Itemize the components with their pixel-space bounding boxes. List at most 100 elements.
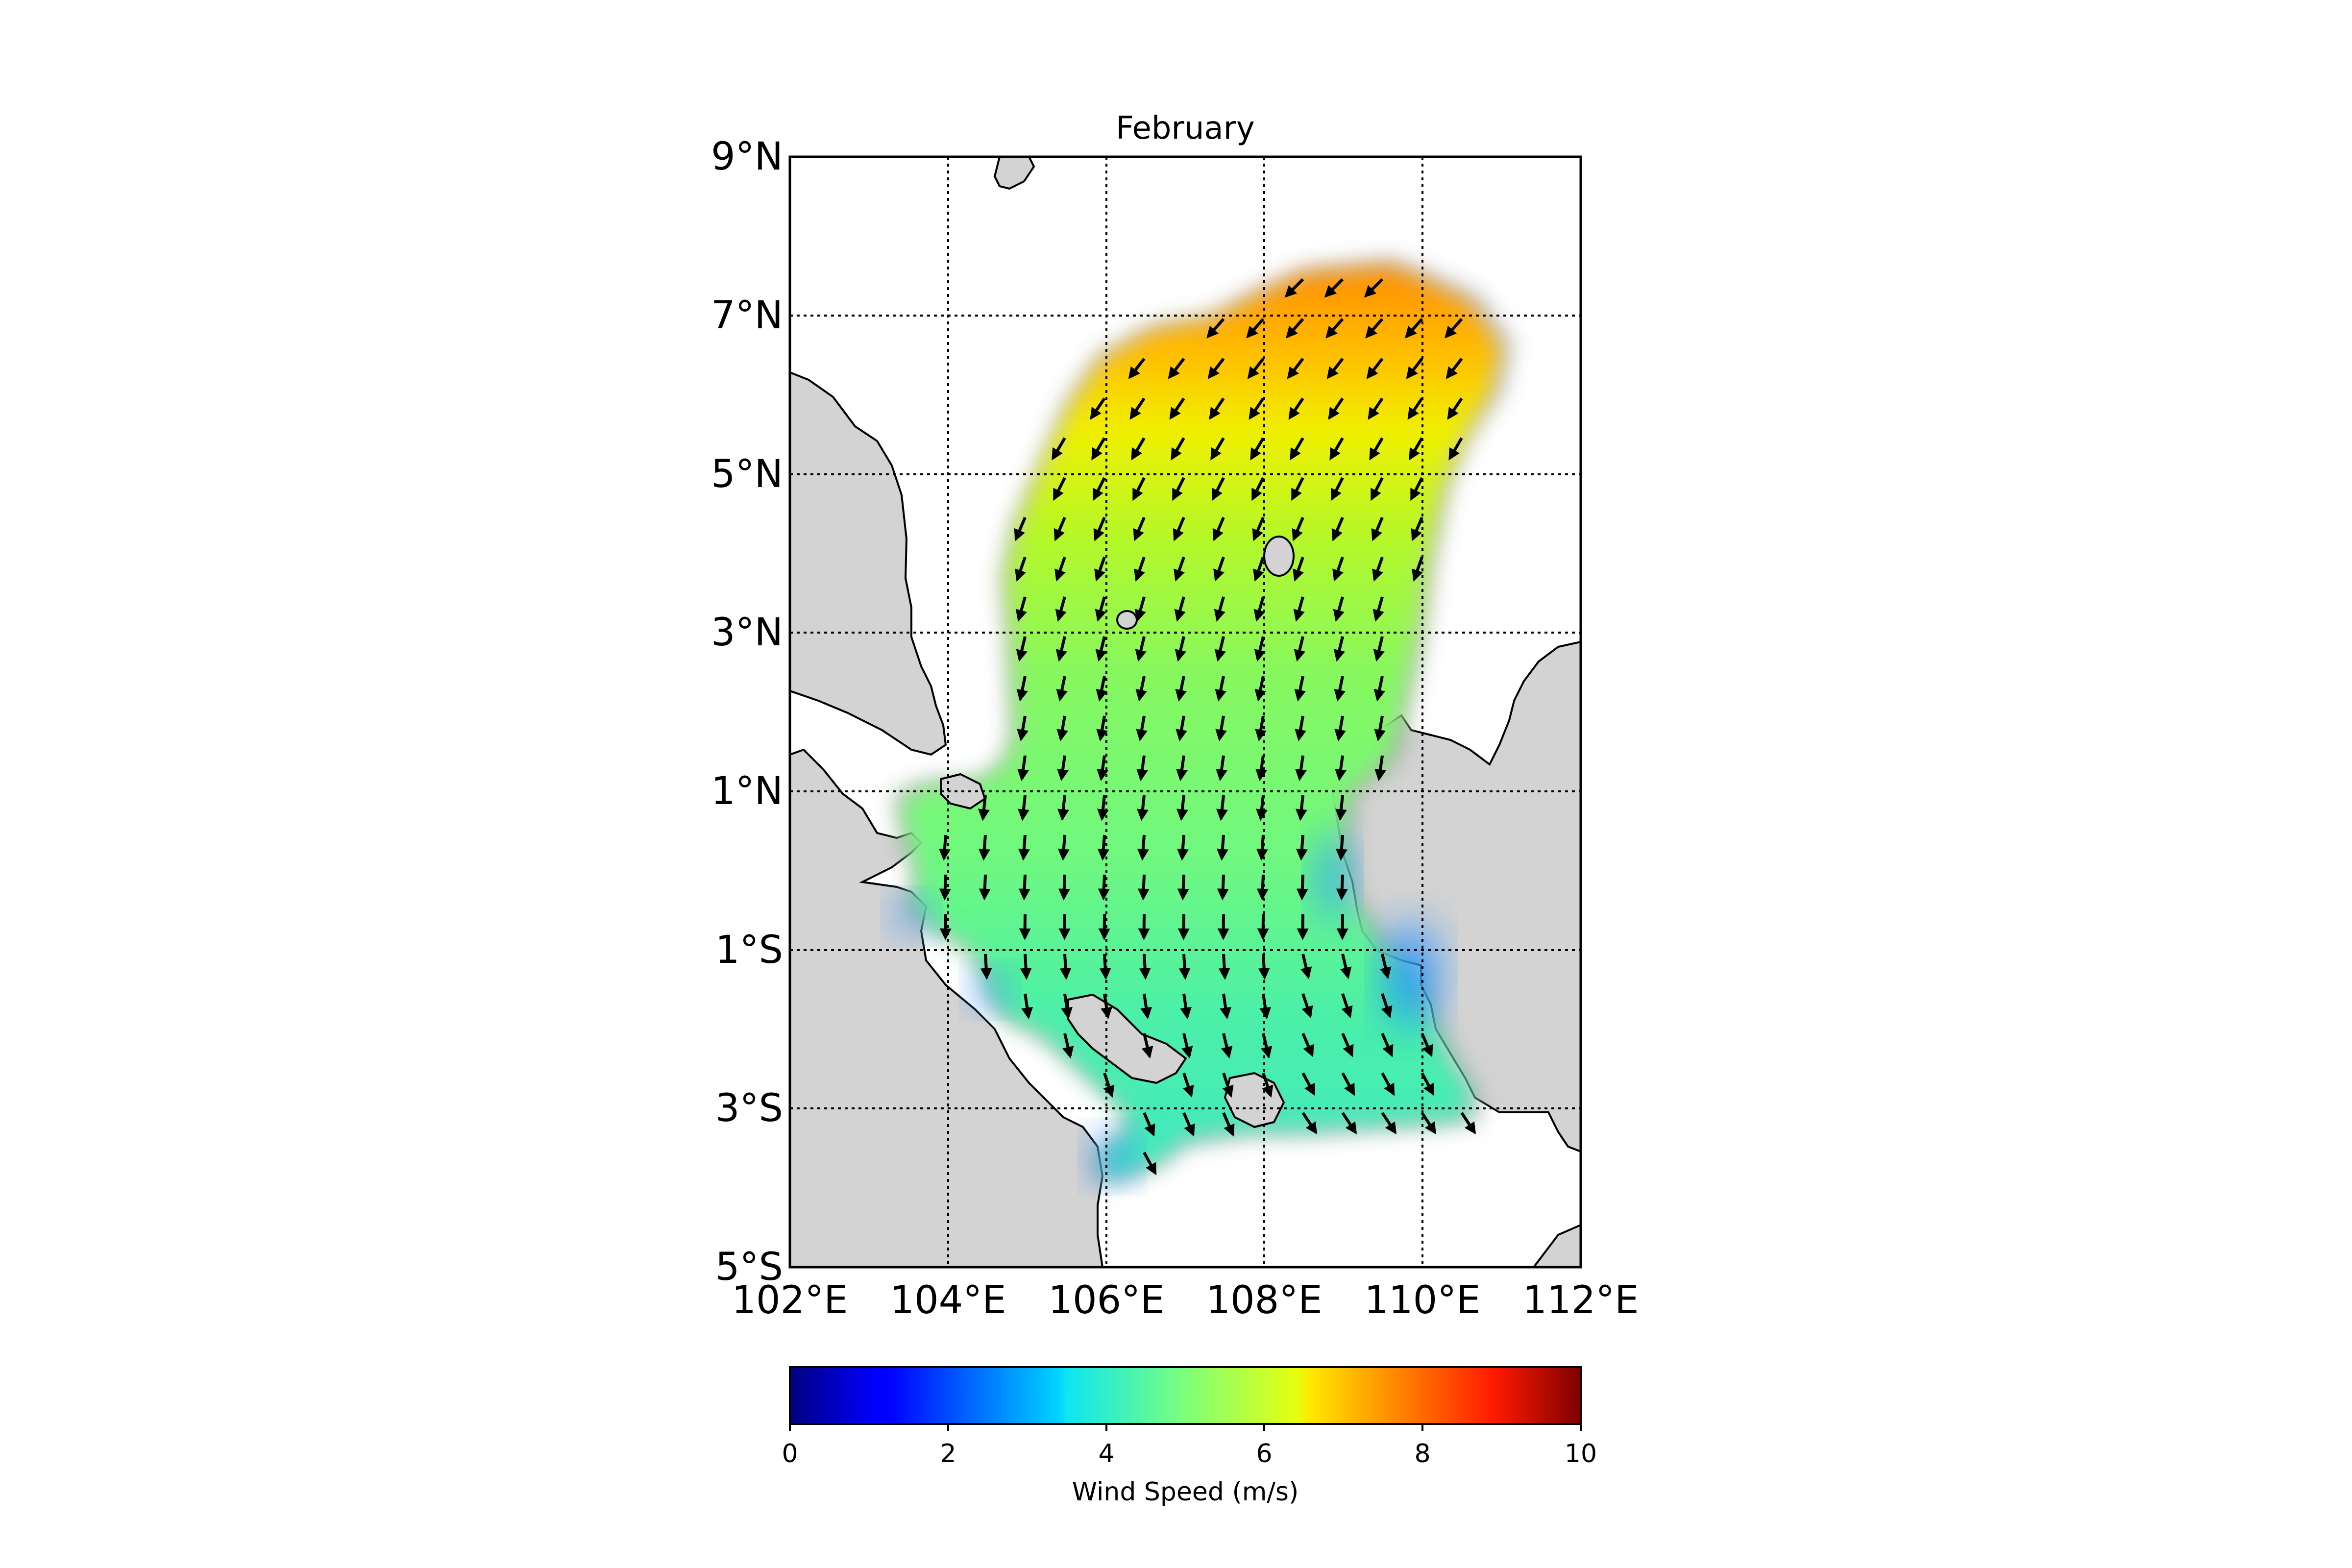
wind-arrow (1136, 755, 1148, 782)
wind-arrow (1174, 596, 1186, 622)
wind-arrow (1294, 636, 1305, 662)
wind-arrow (1301, 1032, 1314, 1057)
wind-arrow (1218, 954, 1230, 980)
wind-arrow (1255, 755, 1267, 782)
wind-arrow (1168, 358, 1185, 379)
wind-arrow (1366, 358, 1384, 379)
wind-arrow (1096, 676, 1107, 702)
low-wind-patch (1313, 833, 1352, 921)
anambas-island (1116, 610, 1138, 630)
wind-arrow (939, 914, 952, 940)
wind-arrow (1335, 755, 1347, 782)
wind-arrow (1095, 596, 1106, 622)
wind-arrow (1256, 834, 1268, 861)
wind-arrow (1135, 636, 1147, 662)
wind-arrow (1137, 834, 1149, 861)
wind-arrow (1253, 596, 1265, 622)
bangka-island (1067, 993, 1187, 1084)
wind-arrow (1412, 557, 1423, 582)
wind-arrow (1333, 636, 1345, 662)
wind-arrow (1221, 1033, 1233, 1059)
lon-tick-label: 102°E (732, 1278, 848, 1323)
wind-arrow (1336, 914, 1348, 940)
wind-arrow (1214, 636, 1226, 662)
wind-arrow (1211, 477, 1225, 501)
wind-arrow (1368, 397, 1384, 420)
lat-tick-label: 1°S (715, 928, 783, 972)
lat-tick-label: 5°S (715, 1245, 783, 1289)
wind-arrow (1017, 715, 1029, 742)
wind-arrow (1405, 318, 1423, 339)
wind-arrow (1301, 1112, 1318, 1135)
wind-arrow (1014, 516, 1027, 541)
wind-arrow (1406, 358, 1423, 379)
wind-arrow (1020, 954, 1032, 980)
wind-arrow (1213, 557, 1225, 582)
wind-arrow (1134, 596, 1146, 622)
lon-tick-label: 112°E (1522, 1278, 1639, 1323)
wind-arrow (979, 874, 991, 901)
wind-arrow (1181, 1033, 1193, 1059)
wind-arrow (1296, 834, 1308, 861)
wind-arrow (1018, 874, 1030, 901)
wind-speed-field (892, 257, 1514, 1186)
wind-arrow (1174, 557, 1185, 582)
lon-tick-labels: 102°E 104°E 106°E 108°E 110°E 112°E (732, 1278, 1639, 1323)
wind-arrow (1253, 557, 1265, 582)
wind-arrow (1057, 834, 1070, 861)
wind-arrow (1143, 1152, 1157, 1176)
wind-arrow (1294, 676, 1306, 702)
malay-peninsula-land (790, 371, 947, 756)
wind-arrow (1182, 1112, 1195, 1137)
wind-arrow (1335, 795, 1347, 821)
wind-arrow (978, 834, 990, 861)
wind-arrow (1133, 516, 1146, 541)
wind-arrow (1381, 1112, 1397, 1135)
wind-arrow (1061, 993, 1073, 1020)
lat-tick-label: 3°S (715, 1086, 783, 1130)
wind-arrow (1295, 715, 1306, 742)
wind-arrow (1445, 318, 1463, 339)
colorbar-tick-label: 10 (1565, 1439, 1597, 1469)
wind-arrow (1288, 397, 1304, 420)
wind-arrow (1251, 477, 1265, 501)
wind-arrow (1447, 397, 1463, 420)
wind-arrow (1054, 557, 1066, 582)
wind-arrow (1178, 954, 1191, 980)
wind-arrow (1207, 358, 1225, 379)
wind-arrow (1216, 755, 1227, 782)
wind-arrow (1131, 437, 1146, 461)
colorbar-tick-label: 6 (1256, 1439, 1272, 1469)
wind-arrow (1222, 1073, 1234, 1098)
wind-arrow (1136, 795, 1149, 821)
colorbar: 0 2 4 6 8 10 Wind Speed (m/s) (782, 1366, 1597, 1507)
wind-arrow (1372, 557, 1384, 582)
lat-tick-label: 1°N (711, 769, 783, 813)
wind-arrow (1341, 1112, 1357, 1135)
wind-arrow (1059, 954, 1072, 980)
wind-arrow (1300, 954, 1312, 980)
wind-arrow (1371, 516, 1384, 541)
wind-arrow (1411, 516, 1423, 541)
lat-tick-label: 7°N (711, 294, 783, 338)
wind-arrow (1173, 516, 1185, 541)
wind-arrow (1140, 993, 1152, 1020)
wind-arrow (1421, 1072, 1435, 1096)
wind-arrow (1341, 993, 1353, 1019)
wind-arrow (1177, 874, 1189, 901)
wind-arrow (1058, 874, 1070, 901)
wind-arrow (1052, 437, 1066, 461)
lon-tick-label: 108°E (1206, 1278, 1322, 1323)
wind-arrow (1215, 715, 1227, 742)
wind-arrow (1381, 1072, 1395, 1096)
wind-arrow (1286, 318, 1304, 339)
wind-arrow (1410, 477, 1423, 501)
wind-arrow (1176, 715, 1187, 742)
low-wind-patch (970, 970, 1009, 1009)
wind-arrow (1369, 437, 1384, 461)
colorbar-label: Wind Speed (m/s) (1072, 1477, 1299, 1507)
wind-arrow (1093, 516, 1106, 541)
wind-arrow (1058, 914, 1071, 940)
wind-arrow (1332, 557, 1344, 582)
